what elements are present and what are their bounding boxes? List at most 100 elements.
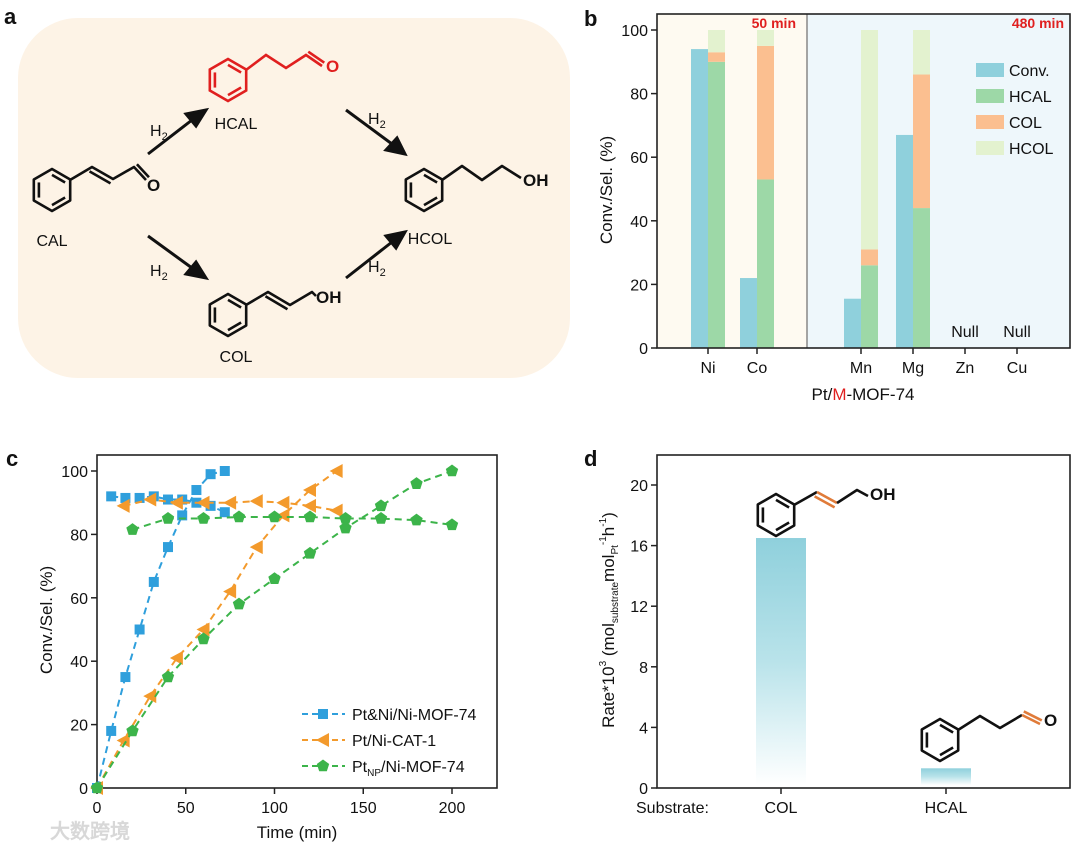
hcal-benzene-ring-double-bond	[227, 63, 242, 74]
series-0-selectivity-point	[219, 507, 230, 518]
y-tick-label: 20	[630, 277, 648, 294]
series-0-conversion-point	[120, 672, 131, 683]
series-0-conversion-line	[96, 470, 226, 789]
bar-hcol-mg	[913, 30, 930, 75]
y-tick-label: 0	[79, 781, 88, 798]
y-tick-label: 16	[630, 539, 648, 556]
y-tick-label: 60	[630, 150, 648, 167]
bar-hcal-ni	[708, 61, 725, 349]
atom-oh-col-d: OH	[870, 485, 896, 504]
series-2-conversion-point	[410, 477, 423, 489]
y-tick-label: 60	[70, 591, 88, 608]
bar-conv-co	[740, 278, 757, 348]
y-tick-label: 100	[61, 464, 88, 481]
legend-swatch-col	[976, 115, 1004, 129]
y-tick-label: 80	[70, 527, 88, 544]
series-0-selectivity-point	[134, 492, 145, 503]
col-d-chain-b	[836, 488, 869, 505]
bar-col-mn	[861, 249, 878, 266]
bar-conv-ni	[691, 49, 708, 348]
panel-c-chart: c 0 50 100 150 200 0 20 40 60 80 100 Pt&Ni/Ni-MOF-7…	[6, 446, 498, 842]
y-tick-label: 40	[70, 654, 88, 671]
hcal-d-carbonyl-bond	[1021, 713, 1041, 726]
reagent-h2-3: H2	[150, 263, 168, 283]
legend-marker-1	[316, 733, 329, 747]
y-tick-label: 20	[70, 718, 88, 735]
bar-hcol-co	[757, 30, 774, 46]
bar-conv-mg	[896, 134, 913, 348]
col-d-alkene-bond	[816, 490, 838, 505]
series-1-conversion-point	[249, 540, 263, 555]
y-tick-label: 100	[621, 23, 648, 40]
x-tick-label-ni: Ni	[700, 360, 715, 377]
atom-oh-col: OH	[316, 288, 342, 307]
y-tick-label: 8	[639, 660, 648, 677]
panel-label-b: b	[584, 6, 597, 31]
series-2-selectivity-point	[303, 510, 317, 523]
series-1-conversion-point	[196, 622, 210, 637]
series-0-conversion-point	[191, 485, 202, 496]
series-2-selectivity-point	[374, 512, 388, 524]
series-2-conversion-point	[232, 597, 246, 610]
hcal-benzene-ring-double-bond	[227, 86, 242, 97]
legend-label-2: PtNP/Ni-MOF-74	[352, 759, 465, 779]
scheme-background	[18, 18, 570, 378]
x-tick-label-zn: Zn	[956, 360, 975, 377]
y-tick-label: 40	[630, 214, 648, 231]
atom-oh-hcol: OH	[523, 171, 549, 190]
atom-o-cal: O	[147, 176, 160, 195]
bar-hcal	[921, 768, 971, 785]
series-2-selectivity-point	[268, 510, 281, 523]
x-tick-label: 0	[93, 800, 102, 817]
col-d-chain-a	[793, 490, 818, 507]
series-1-selectivity-point	[223, 495, 237, 510]
series-0-selectivity-point	[205, 500, 216, 511]
cal-benzene-ring-double-bond	[51, 196, 66, 207]
bar-conv-mn	[844, 298, 861, 348]
series-1-conversion-point	[276, 508, 290, 523]
hcal-d-chain	[957, 713, 1023, 732]
legend-swatch-hcol	[976, 141, 1004, 155]
molecules	[32, 50, 522, 338]
x-tick-label-hcal: HCAL	[925, 800, 968, 817]
x-tick-label: 50	[177, 800, 195, 817]
y-tick-label: 4	[639, 720, 648, 737]
legend-swatch-hcal	[976, 89, 1004, 103]
series-1-conversion-point	[169, 651, 183, 666]
series-1-selectivity-line	[123, 498, 337, 512]
series-0-conversion-point	[205, 469, 216, 480]
legend-label-hcal: HCAL	[1009, 89, 1052, 106]
series-2-conversion-point	[374, 499, 388, 512]
region-480min	[807, 14, 1070, 348]
series-1-selectivity-point	[196, 495, 210, 510]
legend-marker-2	[316, 759, 330, 772]
label-hcol: HCOL	[408, 231, 453, 248]
col-alkene-bond	[264, 295, 289, 311]
col-d-benzene-ring-double-bond	[775, 498, 790, 509]
col-chain	[245, 290, 317, 307]
arrows	[147, 107, 408, 281]
label-hcal: HCAL	[215, 116, 258, 133]
hcal-d-benzene-ring-double-bond	[939, 723, 954, 734]
c-plot-frame	[96, 454, 498, 789]
bar-col-mg	[913, 74, 930, 209]
substrate-label: Substrate:	[636, 800, 709, 817]
series-0-conversion-point	[219, 466, 230, 476]
series-1-selectivity-point	[303, 498, 316, 513]
panel-label-c: c	[6, 446, 18, 471]
legend-label-col: COL	[1009, 115, 1042, 132]
series-1-conversion-line	[96, 470, 338, 789]
panel-a-reaction-scheme: a CAL HCAL COL HCOL O O OH OH H2 H2 H2 H…	[4, 4, 570, 378]
series-1-conversion-point	[303, 483, 316, 498]
series-0-selectivity-point	[163, 494, 173, 505]
series-2-conversion-point	[90, 781, 104, 794]
panel-d-marks: 0 4 8 12 16 20 COL HCAL	[630, 454, 1071, 817]
panel-c-marks: 0 50 100 150 200 0 20 40 60 80 100 Pt&Ni/Ni-MOF-74 P…	[61, 454, 498, 817]
y-tick-label: 12	[630, 599, 648, 616]
col-d-benzene-ring-double-bond	[775, 521, 790, 532]
series-0-selectivity-point	[106, 491, 117, 502]
d-plot-frame	[656, 454, 1071, 789]
cal-benzene-ring-double-bond	[51, 173, 66, 184]
series-0-conversion-point	[163, 542, 173, 553]
null-label-cu: Null	[1003, 324, 1031, 341]
